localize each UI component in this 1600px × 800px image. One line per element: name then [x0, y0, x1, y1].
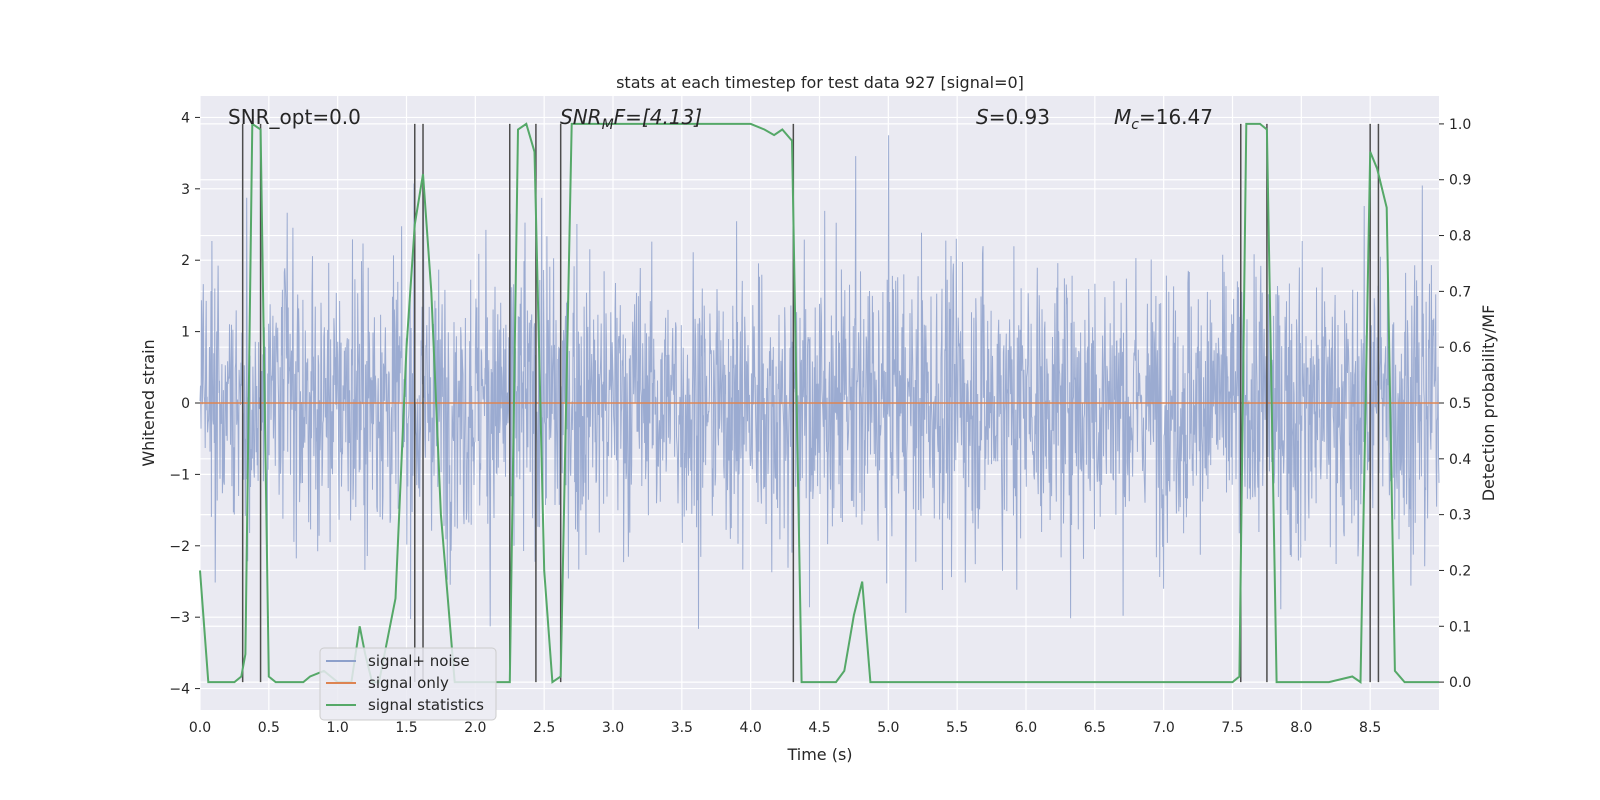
x-tick-label: 5.0 [877, 720, 899, 736]
x-tick-label: 4.5 [808, 720, 830, 736]
x-tick-label: 3.0 [602, 720, 624, 736]
snr-mf-annotation: SNRMF=[4.13] [560, 105, 702, 133]
x-tick-label: 3.5 [671, 720, 693, 736]
x-tick-label: 0.0 [189, 720, 211, 736]
snr-mf-post: F=[4.13] [614, 105, 702, 129]
x-tick-label: 5.5 [946, 720, 968, 736]
x-tick-label: 7.0 [1153, 720, 1175, 736]
y2-tick-label: 0.0 [1449, 675, 1471, 691]
x-tick-label: 1.5 [395, 720, 417, 736]
y2-tick-label: 0.7 [1449, 284, 1471, 300]
snr-mf-pre: SNR [560, 105, 602, 129]
x-tick-label: 6.0 [1015, 720, 1037, 736]
noise-series [199, 135, 1440, 629]
y2-tick-label: 0.2 [1449, 563, 1471, 579]
y-ticks: −4 −3 −2 −1 0 1 2 3 4 [169, 110, 200, 698]
y2-tick-label: 0.4 [1449, 452, 1471, 468]
y2-tick-label: 0.6 [1449, 340, 1471, 356]
x-tick-label: 4.0 [740, 720, 762, 736]
y-tick-label: 1 [181, 325, 190, 341]
x-tick-label: 2.5 [533, 720, 555, 736]
y2-tick-label: 1.0 [1449, 117, 1471, 133]
y-tick-label: −1 [169, 467, 190, 483]
y2-tick-label: 0.1 [1449, 619, 1471, 635]
y-tick-label: 0 [181, 396, 190, 412]
y2-ticks: 0.0 0.1 0.2 0.3 0.4 0.5 0.6 0.7 0.8 0.9 1.0 [1439, 117, 1471, 691]
y-axis-label: Whitened strain [139, 339, 158, 466]
noise-trace [199, 135, 1440, 629]
y-tick-label: −4 [169, 682, 190, 698]
legend-box [319, 647, 497, 721]
legend-label-signal-only: signal only [368, 674, 449, 692]
s-value: =0.93 [989, 105, 1050, 129]
mc-italic: M [1114, 105, 1131, 129]
mc-annotation: Mc=16.47 [1114, 105, 1213, 133]
legend-label-statistics: signal statistics [368, 696, 484, 714]
x-tick-label: 2.0 [464, 720, 486, 736]
x-axis-label: Time (s) [786, 745, 852, 764]
y-tick-label: −2 [169, 539, 190, 555]
y-tick-label: 3 [181, 182, 190, 198]
mc-value: =16.47 [1139, 105, 1213, 129]
x-ticks: 0.0 0.5 1.0 1.5 2.0 2.5 3.0 3.5 4.0 4.5 5.0 5.5 6.0 6… [189, 720, 1381, 736]
s-italic: S [976, 105, 989, 129]
x-tick-label: 8.5 [1359, 720, 1381, 736]
x-tick-label: 1.0 [327, 720, 349, 736]
y-tick-label: 2 [181, 253, 190, 269]
y2-axis-label: Detection probability/MF [1479, 305, 1498, 502]
legend-label-noise: signal+ noise [368, 652, 470, 670]
signal-statistics-line [199, 122, 1439, 684]
mc-sub: c [1131, 117, 1139, 133]
y2-tick-label: 0.8 [1449, 229, 1471, 245]
y2-tick-label: 0.3 [1449, 508, 1471, 524]
y-tick-label: 4 [181, 110, 190, 126]
s-annotation: S=0.93 [976, 105, 1050, 129]
y-tick-label: −3 [169, 610, 190, 626]
snr-opt-annotation: SNR_opt=0.0 [228, 105, 361, 129]
x-tick-label: 0.5 [258, 720, 280, 736]
legend: signal+ noise signal only signal statist… [319, 647, 497, 721]
snr-mf-sub: M [602, 117, 614, 133]
vertical-markers [241, 123, 1380, 683]
chart-title: stats at each timestep for test data 927… [616, 73, 1024, 92]
x-tick-label: 6.5 [1084, 720, 1106, 736]
x-tick-label: 7.5 [1221, 720, 1243, 736]
y2-tick-label: 0.5 [1449, 396, 1471, 412]
y2-tick-label: 0.9 [1449, 173, 1471, 189]
x-tick-label: 8.0 [1290, 720, 1312, 736]
